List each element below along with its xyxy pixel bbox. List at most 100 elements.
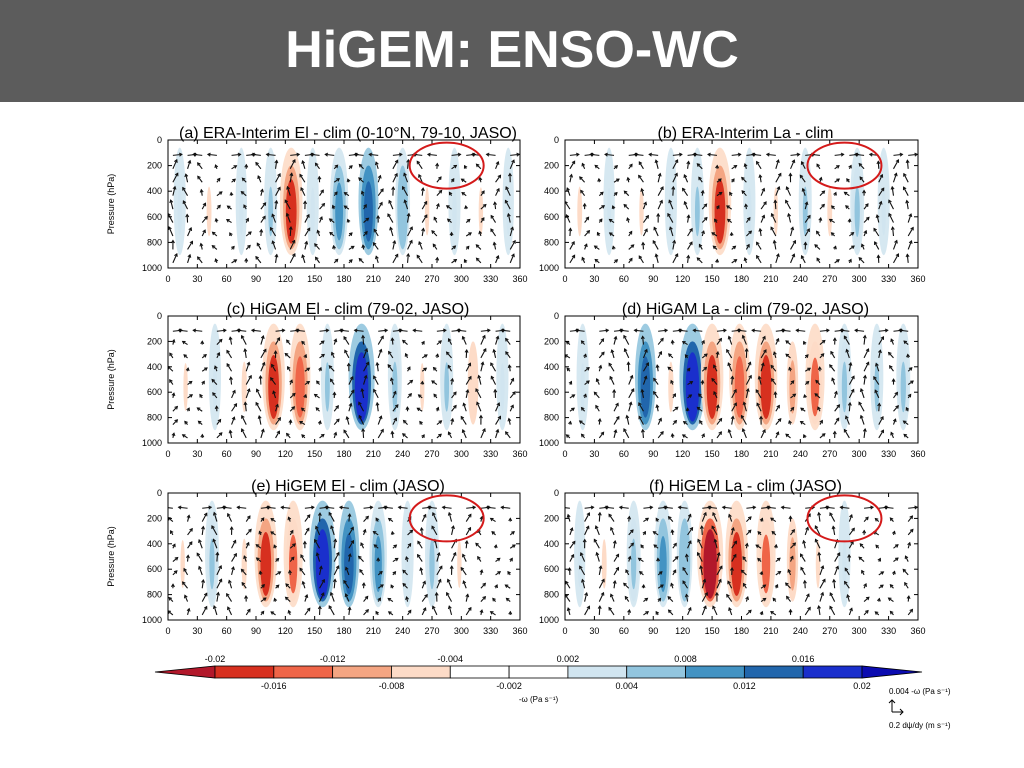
wind-arrow	[677, 505, 682, 510]
wind-arrow	[495, 402, 500, 412]
wind-arrow	[256, 242, 262, 250]
wind-arrow	[657, 338, 664, 345]
wind-arrow	[804, 367, 811, 372]
wind-arrow	[684, 354, 689, 358]
wind-arrow	[608, 606, 612, 611]
wind-arrow	[907, 213, 912, 223]
wind-arrow	[495, 161, 499, 170]
wind-arrow	[582, 202, 587, 207]
wind-arrow	[319, 592, 325, 602]
x-tick-label: 60	[619, 274, 629, 284]
wind-arrow	[775, 337, 780, 342]
wind-arrow	[285, 212, 290, 217]
wind-arrow	[332, 578, 337, 583]
wind-arrow	[314, 162, 319, 167]
wind-arrow	[786, 596, 791, 602]
y-tick-label: 600	[147, 387, 162, 397]
wind-arrow	[447, 364, 452, 369]
wind-arrow	[802, 340, 807, 345]
wind-arrow	[377, 335, 384, 345]
wind-arrow	[859, 414, 864, 419]
wind-arrow	[354, 153, 364, 156]
x-tick-label: 30	[192, 274, 202, 284]
wind-arrow	[781, 506, 791, 509]
wind-arrow	[300, 554, 304, 558]
wind-arrow	[892, 418, 897, 425]
wind-arrow	[324, 152, 329, 157]
wind-arrow	[584, 592, 588, 602]
wind-arrow	[348, 402, 353, 407]
wind-arrow	[181, 434, 186, 438]
wind-arrow	[878, 336, 884, 345]
wind-arrow	[862, 427, 867, 432]
wind-arrow	[612, 389, 617, 393]
wind-arrow	[186, 407, 190, 412]
wind-arrow	[304, 241, 308, 250]
omega-contour	[295, 356, 305, 418]
wind-arrow	[667, 366, 674, 372]
wind-arrow	[804, 228, 810, 237]
wind-arrow	[468, 232, 473, 236]
wind-arrow	[814, 393, 819, 397]
wind-arrow	[365, 515, 369, 520]
wind-arrow	[726, 593, 730, 598]
wind-arrow	[790, 406, 795, 411]
wind-arrow	[257, 415, 262, 419]
vector-legend-label-bottom: 0.2 dψ/dy (m s⁻¹)	[889, 721, 951, 730]
x-tick-label: 240	[395, 449, 410, 459]
wind-arrow	[255, 161, 259, 166]
y-tick-label: 400	[147, 362, 162, 372]
x-tick-label: 150	[705, 274, 720, 284]
wind-arrow	[889, 364, 893, 369]
wind-arrow	[677, 328, 682, 333]
wind-arrow	[670, 339, 675, 344]
wind-arrow	[672, 556, 679, 562]
wind-arrow	[613, 429, 617, 439]
wind-arrow	[319, 203, 325, 210]
wind-arrow	[435, 353, 440, 358]
wind-arrow	[345, 415, 350, 420]
wind-arrow	[818, 552, 821, 562]
wind-arrow	[384, 328, 389, 333]
omega-contour	[420, 362, 425, 411]
wind-arrow	[817, 366, 822, 371]
wind-arrow	[213, 605, 218, 616]
wind-arrow	[819, 329, 830, 332]
wind-arrow	[446, 592, 453, 602]
wind-arrow	[889, 610, 894, 615]
wind-arrow	[387, 213, 391, 218]
wind-arrow	[875, 362, 879, 367]
wind-arrow	[481, 190, 485, 195]
wind-arrow	[751, 328, 756, 333]
x-tick-label: 60	[619, 449, 629, 459]
wind-arrow	[696, 551, 701, 556]
wind-arrow	[405, 406, 410, 410]
wind-arrow	[482, 348, 487, 352]
wind-arrow	[423, 214, 428, 219]
wind-arrow	[748, 374, 752, 379]
wind-arrow	[584, 591, 589, 596]
wind-arrow	[348, 527, 354, 536]
wind-arrow	[500, 505, 505, 510]
wind-arrow	[850, 232, 855, 236]
wind-arrow	[875, 544, 880, 549]
x-tick-label: 120	[675, 449, 690, 459]
wind-arrow	[246, 515, 251, 520]
y-tick-label: 1000	[142, 615, 162, 625]
wind-arrow	[760, 349, 767, 359]
wind-arrow	[863, 203, 869, 210]
wind-arrow	[590, 153, 600, 156]
wind-arrow	[334, 258, 339, 263]
wind-arrow	[493, 388, 498, 393]
wind-arrow	[612, 579, 617, 584]
wind-arrow	[480, 329, 490, 332]
wind-arrow	[387, 213, 394, 223]
wind-arrow	[365, 217, 370, 222]
wind-arrow	[893, 392, 898, 399]
chart-panel-d: 0 30 60 90 120 150 180 210 240 270 300 330 360020040…	[539, 301, 926, 459]
wind-arrow	[247, 608, 251, 613]
wind-arrow	[711, 232, 718, 237]
omega-contour	[183, 362, 188, 411]
wind-arrow	[832, 337, 837, 342]
wind-arrow	[786, 595, 790, 600]
